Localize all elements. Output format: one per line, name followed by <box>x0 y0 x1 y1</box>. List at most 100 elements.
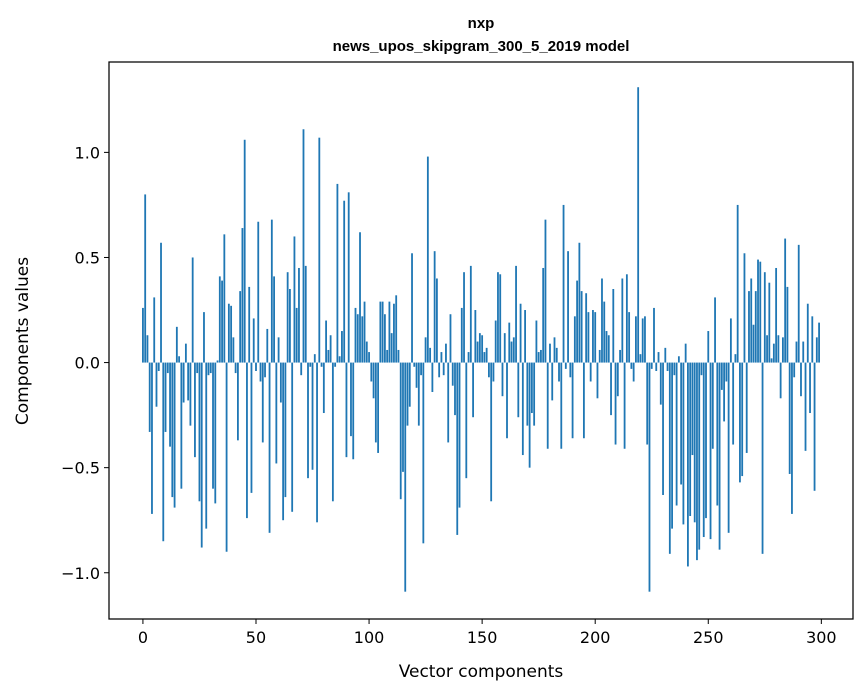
bar <box>567 251 569 363</box>
bar <box>813 362 816 491</box>
bar <box>166 362 169 374</box>
bar <box>560 362 563 449</box>
bar <box>732 362 735 445</box>
bar <box>293 236 296 363</box>
bar <box>768 282 771 363</box>
bar <box>488 362 490 378</box>
bar <box>711 362 714 449</box>
bar <box>497 272 499 363</box>
bar <box>630 362 633 369</box>
bar <box>284 362 287 498</box>
bar <box>467 352 470 363</box>
x-axis: 0 50 100 150 200 250 300 <box>138 619 837 647</box>
bar <box>343 200 346 363</box>
bar <box>422 362 425 544</box>
bar <box>356 314 359 363</box>
bar <box>734 354 737 363</box>
bar <box>603 301 606 363</box>
bar <box>289 289 291 363</box>
x-tick-label: 300 <box>806 628 837 647</box>
bar <box>578 242 581 363</box>
bar <box>381 301 384 363</box>
bar <box>445 343 447 363</box>
bar <box>510 341 513 363</box>
bar <box>429 347 432 363</box>
bar <box>347 192 350 363</box>
bar <box>528 362 531 468</box>
bar <box>707 331 710 363</box>
x-tick-label: 250 <box>693 628 724 647</box>
x-tick-label: 200 <box>580 628 611 647</box>
bar <box>397 349 400 363</box>
bar <box>218 276 221 363</box>
bar <box>408 362 411 407</box>
bar <box>490 362 493 502</box>
bar <box>261 362 264 443</box>
bar <box>361 316 364 363</box>
bar <box>460 307 463 363</box>
bar <box>207 362 210 376</box>
bar <box>184 343 187 363</box>
bar <box>625 274 628 363</box>
bar <box>596 362 599 399</box>
bar <box>386 349 389 363</box>
bar <box>551 362 554 401</box>
bar <box>153 297 156 363</box>
bar <box>316 362 318 523</box>
bar <box>791 362 793 514</box>
bar <box>338 356 341 363</box>
bar <box>549 343 551 363</box>
bar <box>775 267 778 363</box>
bar <box>750 278 753 363</box>
bar <box>639 354 642 363</box>
bar <box>395 295 398 363</box>
bar <box>322 362 325 414</box>
bar <box>623 362 626 449</box>
bar <box>320 362 323 367</box>
bar <box>325 320 327 363</box>
bar <box>307 362 309 479</box>
bar <box>388 301 391 363</box>
bar <box>682 362 685 525</box>
bar <box>431 362 434 392</box>
bar <box>657 352 660 363</box>
bar <box>230 305 233 363</box>
bar <box>592 310 594 363</box>
bar <box>393 303 395 363</box>
x-axis-label: Vector components <box>399 662 564 682</box>
bar <box>788 362 791 474</box>
bar <box>180 362 183 489</box>
bar <box>157 362 160 371</box>
bar <box>259 362 262 382</box>
bar <box>727 362 730 533</box>
bar <box>585 293 588 363</box>
bar <box>621 278 624 363</box>
bar <box>793 362 796 378</box>
bar <box>404 362 407 592</box>
bar <box>777 335 780 363</box>
bar <box>736 204 739 363</box>
bar <box>739 362 741 483</box>
bar <box>537 352 540 363</box>
bar <box>659 362 662 405</box>
bar <box>291 362 294 512</box>
bar <box>494 320 497 363</box>
bar <box>598 349 601 363</box>
bar <box>754 291 757 363</box>
bar <box>797 244 800 363</box>
bar <box>705 362 707 519</box>
bar <box>752 324 755 363</box>
bar <box>605 331 608 363</box>
bar <box>709 362 712 540</box>
bar <box>668 362 671 554</box>
bar <box>178 356 181 363</box>
plot-frame <box>108 61 854 620</box>
x-tick-label: 0 <box>138 628 148 647</box>
bar <box>619 349 621 363</box>
bar <box>248 286 251 363</box>
bar <box>239 291 242 363</box>
bar <box>587 312 590 363</box>
bar <box>818 322 820 363</box>
bar <box>298 267 300 363</box>
